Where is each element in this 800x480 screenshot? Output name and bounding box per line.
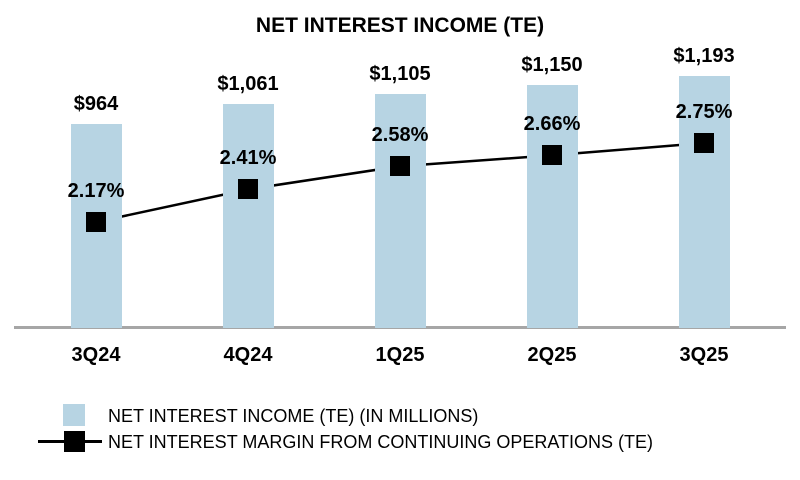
x-axis-label-4Q24: 4Q24 — [223, 344, 273, 366]
margin-value-label: 2.17% — [67, 180, 125, 203]
bar-value-label: $1,193 — [673, 44, 735, 67]
x-axis-label-3Q25: 3Q25 — [679, 344, 729, 366]
bar-value-label: $964 — [73, 93, 119, 116]
bar-4Q24 — [222, 103, 274, 328]
line-marker-4Q24 — [238, 179, 258, 200]
x-axis-label-1Q25: 1Q25 — [375, 344, 425, 366]
line-marker-2Q25 — [542, 145, 562, 166]
bar-value-label: $1,105 — [369, 63, 431, 86]
x-axis-label-3Q24: 3Q24 — [71, 344, 121, 366]
margin-value-label: 2.58% — [371, 124, 429, 147]
bar-value-label: $1,061 — [217, 72, 279, 95]
line-marker-3Q25 — [694, 133, 714, 154]
line-marker-1Q25 — [390, 156, 410, 177]
bar-3Q25 — [678, 75, 730, 328]
margin-value-label: 2.41% — [219, 147, 277, 170]
margin-value-label: 2.66% — [523, 113, 581, 136]
bar-1Q25 — [374, 94, 426, 328]
bar-value-label: $1,150 — [521, 53, 583, 76]
bar-2Q25 — [526, 84, 578, 328]
margin-value-label: 2.75% — [675, 101, 733, 124]
x-axis-label-2Q25: 2Q25 — [527, 344, 577, 366]
line-marker-3Q24 — [86, 212, 106, 233]
chart-title: NET INTEREST INCOME (TE) — [255, 14, 545, 37]
